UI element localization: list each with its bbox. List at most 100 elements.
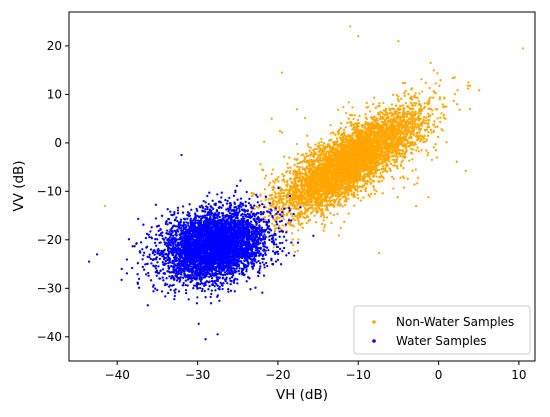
data-point: [303, 206, 307, 210]
data-point: [289, 198, 292, 201]
data-point: [295, 174, 298, 177]
data-point: [264, 174, 268, 177]
data-point: [365, 182, 369, 186]
data-point: [296, 162, 299, 165]
data-point: [371, 130, 375, 133]
data-point: [322, 146, 326, 149]
data-point: [341, 205, 344, 208]
data-point: [291, 198, 294, 201]
data-point: [407, 93, 410, 96]
data-point: [373, 192, 377, 196]
data-point: [292, 217, 295, 220]
data-point: [417, 114, 421, 117]
data-point: [272, 206, 275, 209]
data-point: [372, 158, 375, 162]
data-point: [272, 246, 275, 249]
data-point: [291, 181, 294, 185]
data-point: [453, 92, 457, 96]
data-point: [307, 145, 310, 148]
data-point: [334, 157, 337, 161]
data-point: [420, 149, 423, 152]
data-point: [335, 173, 338, 176]
data-point: [298, 166, 301, 169]
data-point: [292, 183, 296, 187]
data-point: [369, 178, 372, 181]
data-point: [252, 193, 256, 196]
data-point: [322, 229, 325, 232]
data-point: [356, 190, 359, 193]
data-point: [319, 149, 322, 152]
data-point: [275, 196, 278, 199]
data-point: [295, 158, 298, 162]
data-point: [279, 197, 282, 200]
data-point: [322, 142, 326, 145]
data-point: [373, 120, 376, 123]
data-point: [301, 213, 304, 216]
data-point: [402, 166, 405, 170]
data-point: [430, 158, 434, 162]
data-point: [340, 143, 343, 146]
data-point: [409, 151, 413, 154]
data-point: [406, 119, 409, 122]
data-point: [373, 188, 376, 191]
data-point: [328, 190, 331, 194]
data-point: [297, 222, 300, 225]
data-point: [292, 171, 296, 174]
data-point: [410, 113, 414, 116]
data-point: [379, 172, 382, 175]
data-point: [298, 176, 301, 180]
data-point: [418, 131, 421, 135]
data-point: [306, 197, 309, 200]
data-point: [272, 202, 275, 206]
data-point: [364, 155, 367, 158]
data-point: [291, 204, 294, 207]
data-point: [316, 201, 319, 204]
data-point: [409, 101, 413, 105]
data-point: [345, 200, 348, 203]
data-point: [387, 121, 390, 124]
data-point: [306, 189, 309, 192]
data-point: [320, 187, 323, 190]
data-point: [427, 195, 430, 199]
data-point: [433, 120, 436, 123]
data-point: [432, 129, 435, 133]
data-point: [297, 229, 300, 232]
data-point: [398, 151, 401, 154]
data-point: [416, 138, 420, 141]
data-point: [382, 142, 385, 145]
data-point: [296, 152, 300, 156]
data-point: [358, 146, 361, 149]
data-point: [318, 203, 322, 207]
data-point: [273, 208, 277, 212]
data-point: [417, 119, 421, 122]
points-layer: [87, 25, 525, 341]
data-point: [316, 196, 319, 199]
data-point: [442, 113, 446, 117]
data-point: [363, 180, 366, 183]
data-point: [296, 179, 299, 183]
data-point: [356, 134, 359, 137]
data-point: [436, 135, 440, 139]
data-point: [300, 201, 303, 205]
data-point: [410, 104, 414, 107]
data-point: [341, 145, 344, 148]
data-point: [307, 161, 311, 164]
data-point: [417, 150, 420, 153]
data-point: [401, 104, 405, 107]
data-point: [367, 173, 371, 176]
data-point: [339, 156, 343, 159]
data-point: [456, 103, 459, 106]
data-point: [296, 249, 299, 252]
data-point: [356, 181, 359, 184]
data-point: [332, 168, 335, 171]
data-point: [305, 221, 308, 225]
data-point: [372, 180, 376, 183]
data-point: [271, 201, 275, 204]
data-point: [416, 96, 419, 100]
data-point: [323, 185, 326, 188]
data-point: [415, 126, 418, 129]
data-point: [373, 96, 376, 99]
data-point: [383, 120, 387, 124]
data-point: [381, 148, 384, 151]
data-point: [360, 128, 363, 132]
